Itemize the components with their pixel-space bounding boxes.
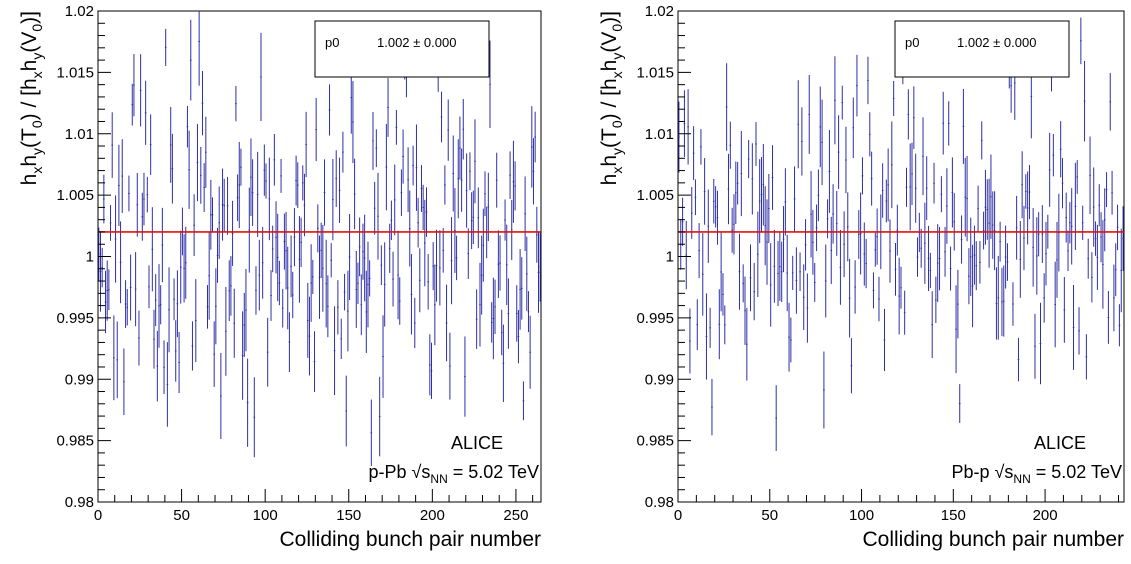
- x-tick-label: 0: [94, 507, 102, 524]
- fit-param-name: p0: [905, 35, 919, 50]
- fit-param-value: 1.002 ± 0.000: [377, 35, 456, 50]
- y-title-subscript: y: [29, 148, 45, 155]
- y-title-segment: h: [18, 60, 41, 72]
- y-tick-label: 1.02: [645, 3, 674, 20]
- y-title-subscript: 0: [29, 120, 45, 128]
- x-tick-label: 100: [253, 507, 278, 524]
- x-tick-label: 50: [173, 507, 190, 524]
- y-title-subscript: x: [609, 167, 625, 174]
- y-axis-title: hxhy(T0) / [hxhy(V0)]: [18, 11, 45, 185]
- x-tick-label: 200: [420, 507, 445, 524]
- y-title-segment: ) / [h: [18, 78, 41, 120]
- collision-label: p-Pb √sNN = 5.02 TeV: [368, 462, 539, 486]
- x-axis-title: Colliding bunch pair number: [280, 528, 542, 551]
- fit-param-value: 1.002 ± 0.000: [957, 35, 1036, 50]
- sqrt-symbol: √: [412, 462, 422, 482]
- y-title-subscript: x: [609, 71, 625, 78]
- y-tick-label: 0.98: [645, 494, 674, 511]
- sqrt-symbol: √: [995, 462, 1005, 482]
- data-series: [678, 17, 1124, 451]
- y-title-segment: ) / [h: [598, 78, 621, 120]
- y-title-segment: h: [598, 60, 621, 72]
- nn-subscript: NN: [1013, 472, 1030, 486]
- energy-value: = 5.02 TeV: [1031, 462, 1122, 482]
- collision-label: Pb-p √sNN = 5.02 TeV: [951, 462, 1122, 486]
- y-title-subscript: 0: [29, 24, 45, 32]
- y-tick-label: 1.015: [636, 64, 674, 81]
- x-axis-title: Colliding bunch pair number: [863, 528, 1125, 551]
- y-title-segment: (V: [598, 32, 621, 53]
- data-series: [98, 11, 541, 466]
- y-title-subscript: 0: [609, 120, 625, 128]
- x-tick-label: 200: [1033, 507, 1058, 524]
- y-title-segment: h: [598, 155, 621, 167]
- y-tick-label: 1.01: [645, 126, 674, 143]
- y-tick-label: 1.005: [636, 187, 674, 204]
- y-tick-label: 1.01: [65, 126, 94, 143]
- x-tick-label: 50: [761, 507, 778, 524]
- energy-value: = 5.02 TeV: [448, 462, 539, 482]
- y-tick-label: 1.005: [56, 187, 94, 204]
- y-tick-label: 0.99: [645, 371, 674, 388]
- y-title-subscript: y: [609, 148, 625, 155]
- y-title-segment: )]: [598, 11, 621, 24]
- y-title-segment: (V: [18, 32, 41, 53]
- y-axis-title: hxhy(T0) / [hxhy(V0)]: [598, 11, 625, 185]
- y-tick-label: 0.985: [636, 433, 674, 450]
- y-title-segment: (T: [18, 128, 41, 148]
- fit-param-name: p0: [325, 35, 339, 50]
- x-tick-label: 150: [941, 507, 966, 524]
- y-tick-label: 0.995: [56, 310, 94, 327]
- y-tick-label: 1.02: [65, 3, 94, 20]
- y-tick-label: 0.985: [56, 433, 94, 450]
- s-symbol: s: [421, 462, 430, 482]
- y-tick-label: 0.98: [65, 494, 94, 511]
- s-symbol: s: [1004, 462, 1013, 482]
- chart-panel-pbp: 0.98 0.985 0.99 0.995 1 1.005 1.01 1.015 1.02 0 50…: [566, 0, 1131, 564]
- y-title-segment: (T: [598, 128, 621, 148]
- y-title-subscript: 0: [609, 24, 625, 32]
- x-tick-label: 250: [503, 507, 528, 524]
- fit-stats-box: [314, 20, 490, 78]
- y-title-subscript: x: [29, 71, 45, 78]
- y-title-subscript: y: [609, 53, 625, 60]
- x-tick-label: 150: [336, 507, 361, 524]
- system-name: Pb-p: [951, 462, 994, 482]
- x-tick-label: 100: [849, 507, 874, 524]
- y-tick-label: 0.99: [65, 371, 94, 388]
- nn-subscript: NN: [430, 472, 447, 486]
- chart-panel-ppb: 0.98 0.985 0.99 0.995 1 1.005 1.01 1.015 1.02 0 50…: [0, 0, 565, 564]
- y-title-segment: h: [18, 174, 41, 186]
- experiment-label: ALICE: [451, 433, 503, 453]
- system-name: p-Pb: [368, 462, 411, 482]
- y-title-segment: h: [18, 155, 41, 167]
- y-title-subscript: x: [29, 167, 45, 174]
- chart-svg-ppb: 0.98 0.985 0.99 0.995 1 1.005 1.01 1.015 1.02 0 50…: [18, 3, 542, 551]
- y-tick-label: 1: [666, 249, 674, 266]
- y-title-segment: )]: [18, 11, 41, 24]
- fit-stats-box: [894, 20, 1070, 78]
- y-title-segment: h: [598, 174, 621, 186]
- y-tick-label: 0.995: [636, 310, 674, 327]
- chart-svg-pbp: 0.98 0.985 0.99 0.995 1 1.005 1.01 1.015 1.02 0 50…: [598, 3, 1125, 551]
- y-tick-label: 1: [86, 249, 94, 266]
- experiment-label: ALICE: [1034, 433, 1086, 453]
- x-tick-label: 0: [674, 507, 682, 524]
- y-title-subscript: y: [29, 53, 45, 60]
- y-tick-label: 1.015: [56, 64, 94, 81]
